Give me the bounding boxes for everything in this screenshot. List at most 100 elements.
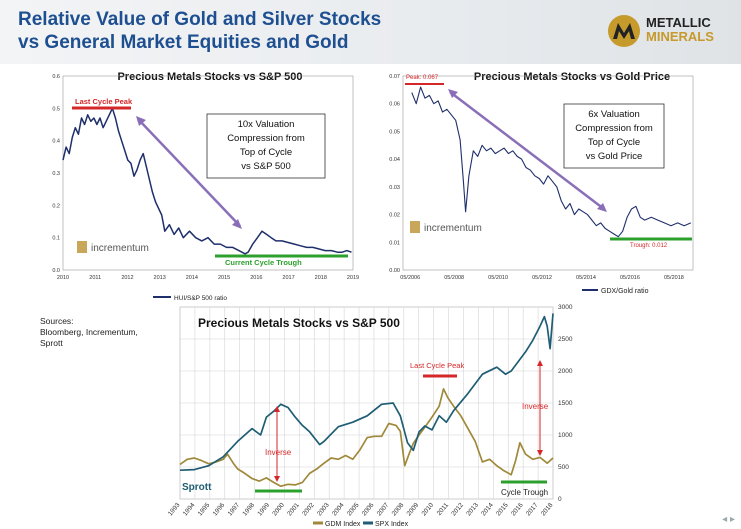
- x-tick-label: 2014: [480, 501, 495, 517]
- x-tick-label: 1996: [212, 501, 227, 517]
- x-tick-label: 2000: [271, 501, 286, 517]
- legend-label-spx: SPX Index: [375, 521, 409, 528]
- annotation-line2: Compression from: [227, 133, 305, 144]
- trend-arrow-tail: [232, 219, 242, 229]
- annotation-line1: 10x Valuation: [238, 119, 295, 130]
- x-tick-label: 2016: [510, 501, 525, 517]
- x-tick-label: 2016: [250, 275, 262, 281]
- y-tick-label: 0.04: [389, 157, 400, 163]
- y-tick-label: 0.03: [389, 185, 400, 191]
- x-tick-label: 2017: [525, 501, 540, 517]
- x-tick-label: 2002: [301, 501, 316, 517]
- peak-label: Peak: 0.067: [406, 75, 439, 81]
- annotation-line3: Top of Cycle: [588, 137, 640, 148]
- x-tick-label: 2013: [465, 501, 480, 517]
- trend-arrow: [137, 118, 241, 227]
- annotation-line2: Compression from: [575, 123, 653, 134]
- x-tick-label: 1993: [167, 501, 182, 517]
- series-line-1: [179, 313, 554, 472]
- series-line-0: [179, 388, 554, 488]
- x-tick-label: 2015: [495, 501, 510, 517]
- trend-arrow-tail: [597, 203, 607, 212]
- y-tick-label: 0.4: [52, 139, 60, 145]
- x-tick-label: 2018: [540, 501, 555, 517]
- x-tick-label: 2014: [186, 275, 198, 281]
- annotation-line4: vs S&P 500: [241, 161, 290, 172]
- logo-line2: MINERALS: [646, 29, 714, 44]
- peak-label: Last Cycle Peak: [410, 361, 464, 370]
- y-tick-label: 1500: [558, 400, 573, 407]
- trough-label: Trough: 0.012: [630, 243, 668, 249]
- logo-icon: [608, 15, 640, 47]
- x-tick-label: 1999: [256, 501, 271, 517]
- y-tick-label: 0.01: [389, 240, 400, 246]
- title-bar: Relative Value of Gold and Silver Stocks…: [0, 0, 741, 64]
- y-tick-label: 0.2: [52, 203, 60, 209]
- y-tick-label: 500: [558, 464, 569, 471]
- series-line-0: [411, 86, 692, 238]
- x-tick-label: 1998: [241, 501, 256, 517]
- y-tick-label: 0.06: [389, 102, 400, 108]
- legend-label: HUI/S&P 500 ratio: [174, 295, 227, 302]
- brand-label: incrementum: [424, 223, 482, 234]
- x-tick-label: 2018: [315, 275, 327, 281]
- inverse-arrow-left-down: [274, 476, 280, 482]
- inverse-arrow-left-up: [274, 406, 280, 412]
- annotation-line1: 6x Valuation: [588, 109, 640, 120]
- x-tick-label: 05/2018: [664, 275, 684, 281]
- slide-nav-icons: ◂ ▸: [722, 514, 735, 525]
- sources-line3: Sprott: [40, 338, 63, 348]
- y-tick-label: 3000: [558, 304, 573, 311]
- x-tick-label: 2001: [286, 501, 301, 517]
- y-tick-label: 0.5: [52, 106, 60, 112]
- x-tick-label: 2007: [376, 501, 391, 517]
- page-title-line2: vs General Market Equities and Gold: [18, 32, 349, 53]
- legend-label: GDX/Gold ratio: [601, 288, 649, 295]
- x-tick-label: 2003: [316, 501, 331, 517]
- logo-line1: METALLIC: [646, 15, 711, 30]
- y-tick-label: 0.00: [389, 268, 400, 274]
- inverse-label-left: Inverse: [265, 448, 292, 457]
- inverse-arrow-right-down: [537, 450, 543, 456]
- y-tick-label: 0.0: [52, 268, 60, 274]
- sources-line2: Bloomberg, Incrementum,: [40, 327, 138, 337]
- x-tick-label: 2017: [282, 275, 294, 281]
- x-tick-label: 2011: [436, 501, 451, 517]
- x-tick-label: 05/2012: [532, 275, 552, 281]
- x-tick-label: 05/2016: [620, 275, 640, 281]
- brand-label: incrementum: [91, 243, 149, 254]
- logo-text: METALLIC MINERALS: [646, 16, 714, 44]
- x-tick-label: 2019: [347, 275, 359, 281]
- y-tick-label: 1000: [558, 432, 573, 439]
- annotation-line4: vs Gold Price: [586, 151, 643, 162]
- y-tick-label: 0.02: [389, 213, 400, 219]
- chart-title: Precious Metals Stocks vs S&P 500: [198, 316, 400, 330]
- peak-label: Last Cycle Peak: [75, 97, 133, 106]
- incrementum-logo: incrementum: [77, 241, 149, 254]
- x-tick-label: 2012: [121, 275, 133, 281]
- plot-area: [62, 75, 354, 271]
- x-tick-label: 2015: [218, 275, 230, 281]
- x-tick-label: 1995: [197, 501, 212, 517]
- x-tick-label: 1994: [182, 501, 197, 517]
- y-tick-label: 2000: [558, 368, 573, 375]
- annotation-box: [563, 103, 665, 169]
- x-tick-label: 2010: [421, 501, 436, 517]
- x-tick-label: 1997: [227, 501, 242, 517]
- page-title: Relative Value of Gold and Silver Stocks…: [18, 8, 381, 54]
- x-tick-label: 2013: [154, 275, 166, 281]
- x-tick-label: 05/2006: [400, 275, 420, 281]
- trough-label: Cycle Trough: [501, 488, 548, 497]
- chart-hui-sp500: Precious Metals Stocks vs S&P 500 0.0 0.1…: [35, 66, 365, 306]
- x-tick-label: 2011: [89, 275, 101, 281]
- plot-area: [402, 75, 694, 271]
- x-tick-label: 2012: [450, 501, 465, 517]
- x-tick-label: 2006: [361, 501, 376, 517]
- chart-title: Precious Metals Stocks vs S&P 500: [117, 71, 302, 83]
- trend-arrow-head: [448, 89, 458, 98]
- chart-gdm-spx: 0 500 1000 1500 2000 2500 3000 1993 1994 1995 1996…: [165, 302, 585, 529]
- incrementum-logo: incrementum: [410, 221, 482, 234]
- y-tick-label: 0.05: [389, 129, 400, 135]
- trend-arrow: [449, 91, 605, 210]
- trough-label: Current Cycle Trough: [225, 258, 302, 267]
